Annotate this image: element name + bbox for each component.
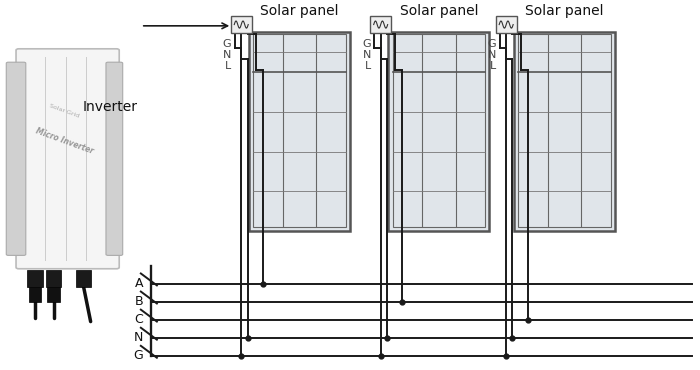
Bar xyxy=(27,270,43,287)
Bar xyxy=(46,270,62,287)
Bar xyxy=(370,16,391,33)
Text: Solar Grid: Solar Grid xyxy=(49,103,80,119)
Bar xyxy=(518,34,611,227)
FancyBboxPatch shape xyxy=(106,62,122,255)
Text: N: N xyxy=(223,50,232,60)
Bar xyxy=(249,32,350,231)
Text: C: C xyxy=(134,313,143,326)
Bar xyxy=(231,16,252,33)
Bar xyxy=(29,287,41,302)
FancyBboxPatch shape xyxy=(6,62,26,255)
Text: Solar panel: Solar panel xyxy=(525,4,603,18)
Text: B: B xyxy=(134,295,143,308)
Text: L: L xyxy=(225,61,232,71)
Bar xyxy=(393,34,485,227)
Text: G: G xyxy=(133,349,143,363)
Bar xyxy=(48,287,60,302)
Text: L: L xyxy=(490,61,496,71)
Text: L: L xyxy=(365,61,371,71)
Bar xyxy=(253,34,346,227)
Text: Solar panel: Solar panel xyxy=(400,4,478,18)
Text: A: A xyxy=(134,277,143,290)
Bar xyxy=(514,32,615,231)
FancyBboxPatch shape xyxy=(16,49,119,269)
Text: N: N xyxy=(363,50,371,60)
Bar xyxy=(389,32,489,231)
Bar xyxy=(496,16,517,33)
Text: N: N xyxy=(488,50,496,60)
Text: Micro Inverter: Micro Inverter xyxy=(34,127,94,156)
Text: Inverter: Inverter xyxy=(83,100,137,114)
Text: G: G xyxy=(223,39,232,49)
Text: N: N xyxy=(134,332,143,344)
Text: G: G xyxy=(488,39,496,49)
Text: Solar panel: Solar panel xyxy=(260,4,339,18)
Text: G: G xyxy=(363,39,371,49)
Bar xyxy=(76,270,91,287)
